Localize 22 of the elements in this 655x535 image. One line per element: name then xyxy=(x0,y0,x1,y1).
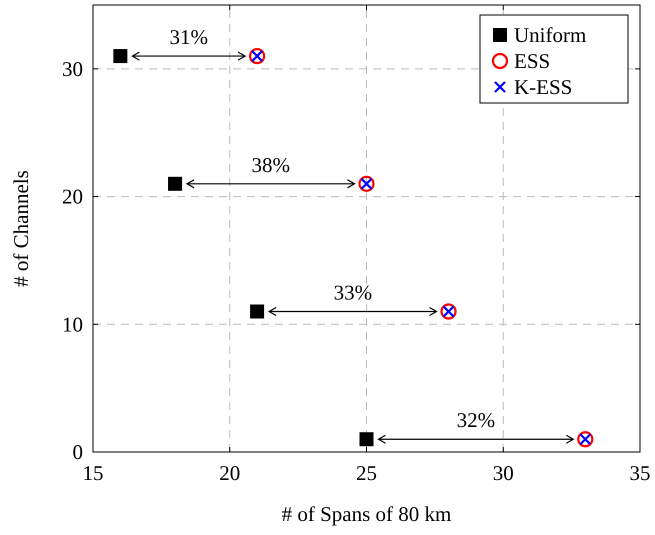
annotation: 38% xyxy=(252,152,290,177)
y-tick-label: 0 xyxy=(72,440,83,464)
y-axis-title: # of Channels xyxy=(9,170,33,287)
point xyxy=(113,49,128,64)
y-tick-label: 10 xyxy=(62,312,83,336)
legend-label: Uniform xyxy=(514,23,586,47)
annotation: 33% xyxy=(334,280,372,305)
annotation: 31% xyxy=(169,25,208,50)
x-tick-label: 30 xyxy=(492,461,514,485)
legend-label: ESS xyxy=(514,49,550,73)
annotation: 32% xyxy=(456,408,496,432)
x-tick-label: 20 xyxy=(219,461,240,485)
legend-label: K-ESS xyxy=(514,75,572,99)
x-tick-label: 25 xyxy=(356,461,377,485)
point xyxy=(360,432,374,446)
point xyxy=(250,304,264,319)
x-tick-label: 15 xyxy=(82,461,104,485)
y-tick-label: 30 xyxy=(62,56,83,81)
x-tick-label: 35 xyxy=(630,461,650,485)
point xyxy=(168,176,182,191)
y-tick-label: 20 xyxy=(62,184,83,209)
x-axis-title: # of Spans of 80 km xyxy=(282,502,452,526)
